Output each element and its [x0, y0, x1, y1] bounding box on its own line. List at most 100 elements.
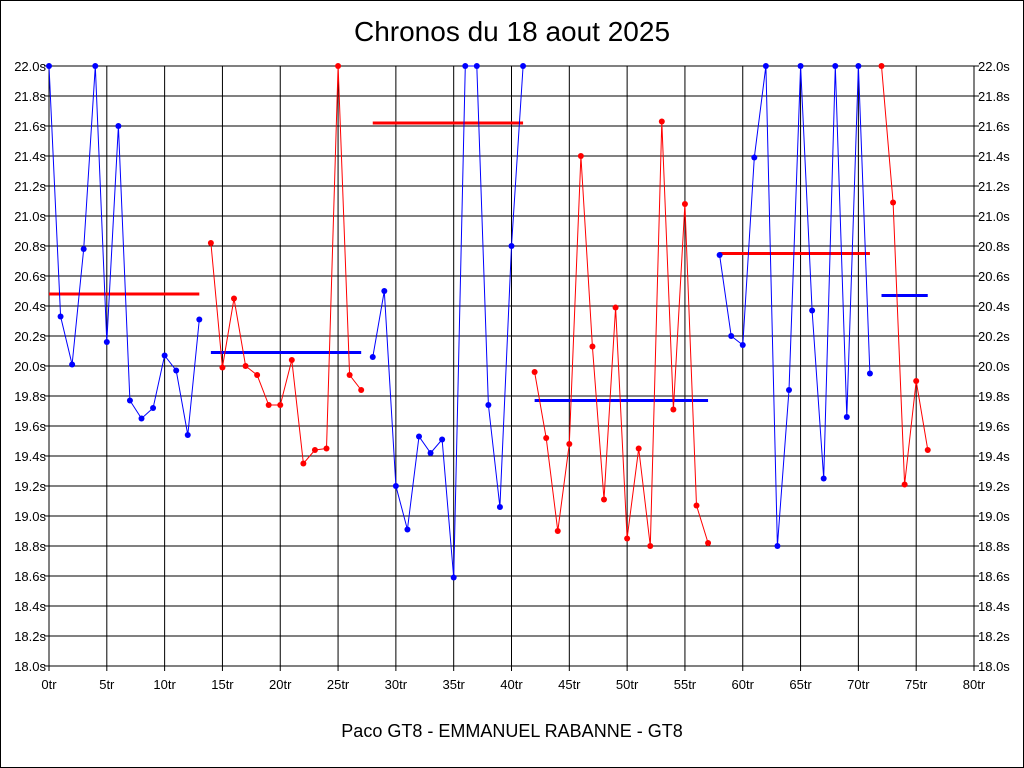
- y-tick-label-right: 21.8s: [978, 89, 1010, 104]
- data-point: [670, 406, 677, 413]
- y-tick-label-right: 18.4s: [978, 599, 1010, 614]
- y-tick-label-left: 21.2s: [14, 179, 46, 194]
- data-point: [173, 367, 180, 374]
- x-tick-label: 80tr: [963, 677, 986, 692]
- y-tick-label-right: 21.4s: [978, 149, 1010, 164]
- data-point: [878, 63, 885, 69]
- series-line: [48, 65, 200, 436]
- y-tick-label-left: 22.0s: [14, 59, 46, 74]
- data-point: [496, 504, 503, 510]
- chart-footer: Paco GT8 - EMMANUEL RABANNE - GT8: [341, 721, 683, 741]
- data-point: [161, 352, 168, 359]
- y-tick-label-right: 21.6s: [978, 119, 1010, 134]
- y-tick-label-right: 19.0s: [978, 509, 1010, 524]
- series-line: [881, 65, 929, 485]
- x-tick-label: 15tr: [211, 677, 234, 692]
- y-tick-label-left: 21.4s: [14, 149, 46, 164]
- data-point: [739, 342, 746, 348]
- data-point: [890, 199, 897, 206]
- y-tick-label-left: 19.2s: [14, 479, 46, 494]
- data-point: [786, 387, 792, 393]
- data-point: [404, 526, 411, 533]
- data-point: [115, 123, 122, 129]
- y-tick-label-right: 18.6s: [978, 569, 1010, 584]
- data-point: [46, 63, 52, 69]
- data-point: [346, 372, 353, 378]
- data-point: [774, 543, 781, 549]
- x-tick-label: 30tr: [385, 677, 408, 692]
- y-tick-label-left: 18.2s: [14, 629, 46, 644]
- data-point: [69, 361, 76, 368]
- x-tick-label: 75tr: [905, 677, 928, 692]
- y-tick-label-left: 20.6s: [14, 269, 46, 284]
- y-tick-label-right: 18.8s: [978, 539, 1010, 554]
- y-tick-label-left: 19.8s: [14, 389, 46, 404]
- data-point: [138, 415, 145, 422]
- data-point: [300, 460, 307, 467]
- data-point: [843, 414, 850, 420]
- y-tick-label-left: 20.0s: [14, 359, 46, 374]
- data-point: [92, 63, 99, 69]
- data-point: [728, 333, 735, 339]
- y-tick-label-right: 18.2s: [978, 629, 1010, 644]
- y-tick-label-right: 20.2s: [978, 329, 1010, 344]
- data-point: [311, 447, 318, 453]
- grid-lines: [48, 65, 975, 667]
- data-point: [207, 240, 214, 246]
- x-tick-label: 45tr: [558, 677, 581, 692]
- data-point: [762, 63, 769, 69]
- data-point: [335, 63, 342, 69]
- data-point: [323, 445, 330, 452]
- data-point: [797, 63, 804, 69]
- data-point: [231, 295, 237, 302]
- y-tick-label-right: 18.0s: [978, 659, 1010, 674]
- x-tick-label: 0tr: [41, 677, 57, 692]
- x-tick-label: 40tr: [500, 677, 523, 692]
- x-tick-label: 35tr: [442, 677, 465, 692]
- data-point: [566, 441, 573, 447]
- data-point: [601, 496, 607, 503]
- data-point: [543, 435, 550, 441]
- y-tick-label-right: 19.8s: [978, 389, 1010, 404]
- data-point: [150, 405, 157, 411]
- axis-ticks: 18.0s 18.0s 18.2s 18.2s 18.4s 18.4s 18.6s 18.6s…: [14, 59, 1010, 692]
- data-point: [554, 528, 561, 534]
- x-tick-label: 5tr: [99, 677, 115, 692]
- chart-title: Chronos du 18 aout 2025: [353, 16, 671, 47]
- data-point: [358, 387, 365, 393]
- data-point: [462, 63, 469, 69]
- data-point: [103, 339, 110, 345]
- series-lines: [46, 63, 931, 581]
- y-tick-label-right: 21.2s: [978, 179, 1010, 194]
- data-point: [196, 316, 203, 323]
- series-line: [372, 65, 524, 578]
- data-point: [242, 363, 249, 369]
- y-tick-label-left: 21.0s: [14, 209, 46, 224]
- data-point: [624, 535, 631, 542]
- data-point: [126, 397, 133, 404]
- y-tick-label-right: 19.6s: [978, 419, 1010, 434]
- series-line: [534, 121, 709, 547]
- data-point: [80, 246, 87, 252]
- data-point: [820, 475, 827, 482]
- data-point: [693, 502, 700, 509]
- data-point: [392, 483, 399, 489]
- data-point: [913, 378, 920, 384]
- y-tick-label-left: 19.0s: [14, 509, 46, 524]
- x-tick-label: 65tr: [789, 677, 812, 692]
- data-point: [531, 369, 538, 375]
- data-point: [265, 402, 272, 408]
- series-line: [210, 65, 362, 465]
- data-point: [427, 450, 434, 456]
- y-tick-label-right: 19.2s: [978, 479, 1010, 494]
- data-point: [924, 447, 931, 453]
- y-tick-label-right: 20.4s: [978, 299, 1010, 314]
- y-tick-label-left: 21.6s: [14, 119, 46, 134]
- x-tick-label: 25tr: [327, 677, 350, 692]
- data-point: [612, 304, 619, 311]
- data-point: [57, 313, 64, 320]
- data-point: [508, 243, 515, 249]
- data-point: [751, 154, 758, 161]
- data-point: [288, 357, 295, 363]
